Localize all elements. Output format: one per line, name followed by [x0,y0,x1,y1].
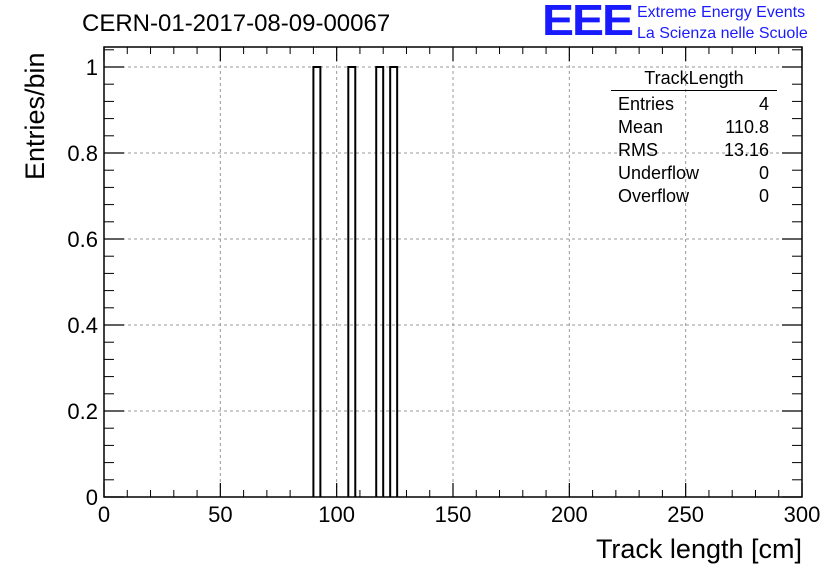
stats-value: 0 [758,163,769,183]
eee-logo: EEE [542,0,634,46]
stats-row-mean: Mean 110.8 [611,116,777,139]
x-axis-label: Track length [cm] [595,534,802,564]
stats-label: RMS [618,140,658,160]
stats-value: 0 [758,186,769,206]
stats-label: Overflow [618,186,690,206]
y-axis-label: Entries/bin [20,52,50,180]
y-tick-label: 0 [86,485,98,510]
histogram-bin [375,66,385,497]
y-tick-label: 0.4 [67,313,98,338]
bars-layer [312,66,399,497]
x-tick-label: 300 [784,502,821,527]
stats-label: Underflow [618,163,700,183]
y-tick-label: 0.8 [67,141,98,166]
x-tick-label: 150 [435,502,472,527]
stats-value: 110.8 [725,117,769,137]
histogram-bin [389,66,399,497]
histogram-bin [312,66,322,497]
tick-labels-layer: 0 50 100 150 200 250 300 0 0.2 0.4 0.6 0.8 1 [67,55,820,527]
y-tick-label: 0.6 [67,227,98,252]
stats-label: Entries [618,94,675,114]
x-tick-label: 50 [208,502,232,527]
x-tick-label: 200 [551,502,588,527]
logo-subtitle-line2: La Scienza nelle Scuole [637,25,808,42]
y-tick-label: 0.2 [67,399,98,424]
x-tick-label: 100 [318,502,355,527]
stats-row-overflow: Overflow 0 [611,185,777,208]
plot-frame [103,46,803,498]
run-title: CERN-01-2017-08-09-00067 [82,10,391,37]
stats-label: Mean [618,117,664,137]
histogram-bin [347,66,357,497]
stats-title: TrackLength [611,66,777,91]
logo-subtitle-line1: Extreme Energy Events [637,4,806,21]
grid-layer [104,47,802,497]
stats-row-rms: RMS 13.16 [611,139,777,162]
stats-value: 13.16 [723,140,769,160]
stats-box: TrackLength Entries 4 Mean 110.8 RMS 13.… [611,66,777,208]
stats-value: 4 [758,94,769,114]
x-tick-label: 250 [667,502,704,527]
stats-row-underflow: Underflow 0 [611,162,777,185]
y-tick-label: 1 [86,55,98,80]
stats-row-entries: Entries 4 [611,93,777,116]
x-tick-label: 0 [98,502,110,527]
